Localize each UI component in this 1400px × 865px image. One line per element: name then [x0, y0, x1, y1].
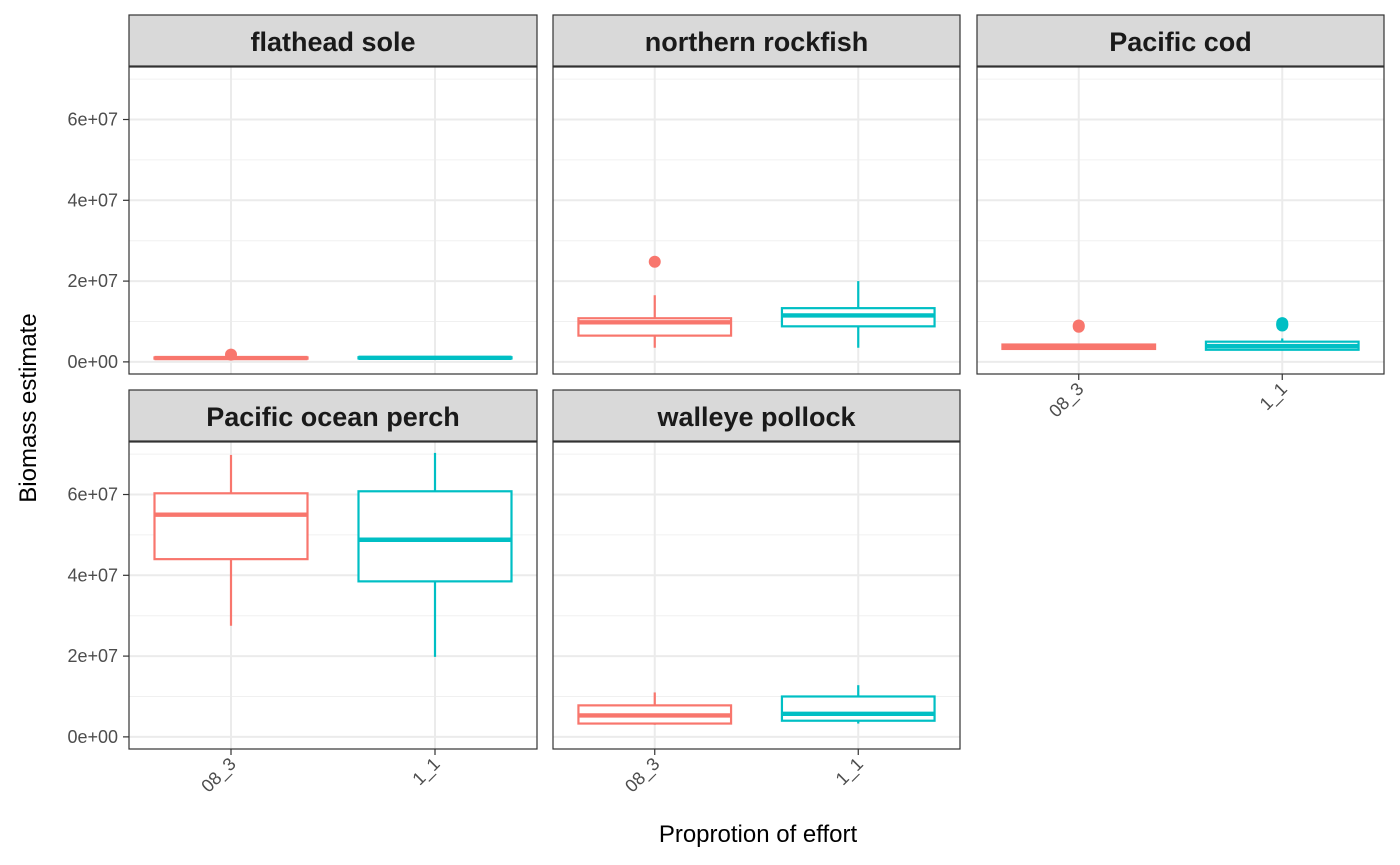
panel-pacific-cod: Pacific cod 08_3 1_1 [976, 14, 1385, 422]
box-pacific-cod-08-3 [1001, 319, 1157, 351]
panel-background [129, 67, 537, 374]
strip-background [976, 14, 1385, 67]
y-axis-title: Biomass estimate [15, 313, 42, 502]
outlier-point [1276, 317, 1289, 330]
x-tick-label: 1_1 [408, 754, 444, 790]
panel-border [128, 66, 538, 375]
box-northern-rockfish-1-1 [780, 281, 936, 348]
box-northern-rockfish-08-3 [577, 255, 733, 348]
panel-pacific-ocean-perch: Pacific ocean perch0e+002e+074e+076e+070… [67, 389, 538, 797]
x-tick-label: 08_3 [621, 754, 664, 797]
box-pacific-ocean-perch-08-3 [153, 454, 309, 626]
y-axis: 0e+00 2e+07 4e+07 6e+07 [67, 110, 129, 372]
panel-border [976, 66, 1385, 375]
box-body [153, 492, 309, 561]
panel-border [552, 66, 961, 375]
strip-background [552, 14, 961, 67]
y-tick-label: 4e+07 [67, 190, 118, 210]
y-tick-label: 2e+07 [67, 646, 118, 666]
strip-label: flathead sole [250, 27, 415, 57]
outlier-point [1072, 319, 1085, 332]
x-axis: 08_3 1_1 [197, 749, 445, 797]
box-walleye-pollock-08-3 [577, 692, 733, 725]
x-tick-label: 08_3 [197, 754, 240, 797]
gridlines [129, 67, 537, 374]
box-pacific-cod-1-1 [1204, 317, 1360, 351]
x-tick-label: 1_1 [832, 754, 868, 790]
panels-layer: flathead sole 0e+00 2e+07 4e+07 6e+07 norther… [67, 14, 1385, 797]
y-tick-label: 0e+00 [67, 352, 118, 372]
panel-background [977, 67, 1384, 374]
outlier-point [648, 255, 661, 268]
strip-label: Pacific ocean perch [206, 402, 460, 432]
panel-walleye-pollock: walleye pollock 08_3 1_1 [552, 389, 961, 797]
strip-background [128, 389, 538, 442]
strip-label: walleye pollock [656, 402, 856, 432]
y-tick-label: 6e+07 [67, 110, 118, 130]
panel-background [129, 442, 537, 749]
gridlines [553, 67, 960, 374]
x-axis-title: Proprotion of effort [659, 821, 858, 848]
box-flathead-sole-08-3 [153, 348, 309, 361]
x-tick-label: 1_1 [1256, 379, 1292, 415]
panel-border [552, 441, 961, 750]
box-walleye-pollock-1-1 [780, 685, 936, 724]
y-axis: 0e+00 2e+07 4e+07 6e+07 [67, 485, 129, 747]
strip-label: Pacific cod [1109, 27, 1252, 57]
x-axis: 08_3 1_1 [621, 749, 868, 797]
x-tick-label: 08_3 [1045, 379, 1088, 422]
x-axis: 08_3 1_1 [1045, 374, 1292, 422]
strip-label: northern rockfish [645, 27, 869, 57]
panel-border [128, 441, 538, 750]
y-tick-label: 6e+07 [67, 485, 118, 505]
y-tick-label: 0e+00 [67, 727, 118, 747]
gridlines [977, 67, 1384, 374]
box-flathead-sole-1-1 [357, 355, 513, 361]
strip-background [128, 14, 538, 67]
box-body [357, 490, 513, 583]
box-pacific-ocean-perch-1-1 [357, 452, 513, 657]
box-body [780, 695, 936, 722]
strip-background [552, 389, 961, 442]
y-tick-label: 4e+07 [67, 565, 118, 585]
panel-northern-rockfish: northern rockfish [552, 14, 961, 375]
panel-flathead-sole: flathead sole 0e+00 2e+07 4e+07 6e+07 [67, 14, 538, 375]
outlier-point [225, 348, 237, 361]
y-tick-label: 2e+07 [67, 271, 118, 291]
